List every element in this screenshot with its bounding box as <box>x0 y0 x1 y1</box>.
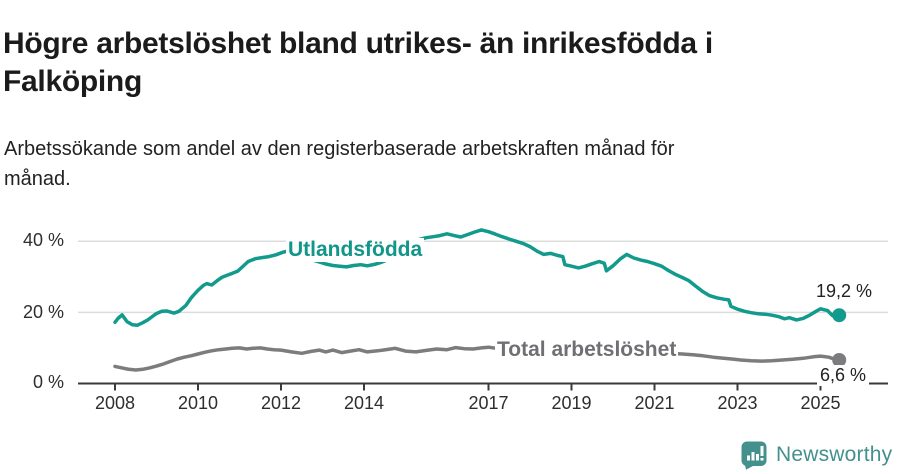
page-title: Högre arbetslöshet bland utrikes- än inr… <box>3 27 713 99</box>
end-dot-total <box>832 353 847 367</box>
newsworthy-icon <box>741 441 767 470</box>
x-axis-tick-label: 2019 <box>551 393 592 413</box>
series-line-total <box>113 345 841 372</box>
y-axis-label-20: 20 % <box>22 302 64 322</box>
newsworthy-wordmark: Newsworthy <box>776 443 893 466</box>
end-dot-utlandsfodda <box>832 308 847 323</box>
end-value-label-total: 6,6 % <box>817 365 870 386</box>
x-axis-tick-label: 2017 <box>468 393 509 413</box>
x-axis-tick-label: 2008 <box>94 393 136 413</box>
x-axis-tick-label: 2012 <box>260 393 302 413</box>
series-label-total-arbetsloshet: Total arbetslöshet <box>495 338 679 362</box>
x-axis-tick-label: 2023 <box>717 393 758 413</box>
series-label-utlandsfodda: Utlandsfödda <box>286 238 425 262</box>
end-value-label-utlandsfodda: 19,2 % <box>816 281 873 301</box>
y-axis-label-40: 40 % <box>22 230 64 250</box>
series-line-utlandsfodda <box>113 228 841 327</box>
x-axis-tick-label: 2025 <box>800 393 841 413</box>
newsworthy-logo[interactable]: Newsworthy <box>740 440 892 470</box>
x-axis-tick-label: 2010 <box>177 393 219 413</box>
x-axis-tick-label: 2021 <box>634 393 675 413</box>
x-axis-tick-label: 2014 <box>343 393 385 413</box>
y-axis-label-0: 0 % <box>32 372 64 392</box>
page-subtitle: Arbetssökande som andel av den registerb… <box>4 138 675 190</box>
